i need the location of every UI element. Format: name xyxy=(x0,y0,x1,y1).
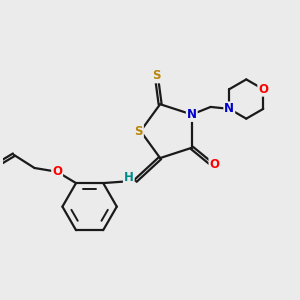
Text: S: S xyxy=(152,69,160,82)
Text: O: O xyxy=(209,158,219,171)
Text: O: O xyxy=(52,165,62,178)
Text: S: S xyxy=(134,124,143,138)
Text: N: N xyxy=(224,102,234,116)
Text: O: O xyxy=(258,83,268,96)
Text: H: H xyxy=(124,171,134,184)
Text: N: N xyxy=(187,108,197,121)
